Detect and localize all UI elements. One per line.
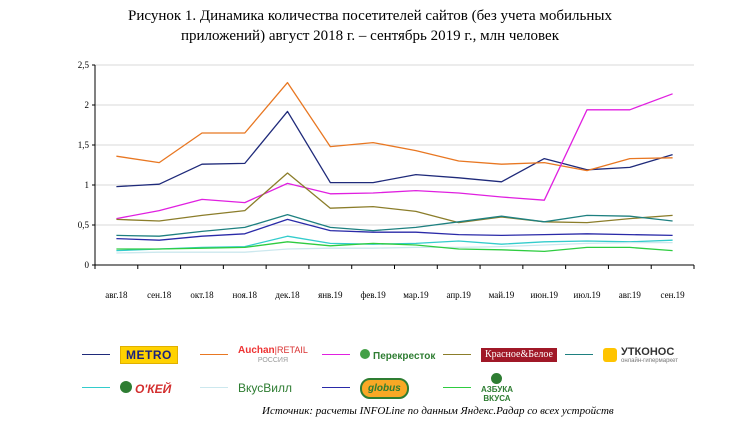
chart-title-line-2: приложений) август 2018 г. – сентябрь 20… [181,28,559,44]
x-tick-label: окт.18 [190,290,214,300]
series-line-globus [116,218,673,241]
chart-title-line-1: Рисунок 1. Динамика количества посетител… [128,8,612,24]
chart-title: Рисунок 1. Динамика количества посетител… [0,6,740,46]
y-tick-label: 2 [85,100,90,110]
series-line-vkusvill [116,241,673,254]
plot-area [95,65,694,265]
x-tick-label: авг.19 [619,290,642,300]
y-tick-label: 2,5 [78,60,90,70]
series-line-auchan [116,81,673,172]
x-tick-label: июл.19 [574,290,602,300]
series-line-azbuka [116,241,673,253]
x-tick-label: фев.19 [360,290,386,300]
y-tick-label: 0,5 [78,220,90,230]
series-line-perekrestok [116,93,673,220]
source-note: Источник: расчеты INFOLine по данным Янд… [262,405,614,417]
y-tick-label: 1,5 [78,140,90,150]
x-tick-label: янв.19 [318,290,343,300]
y-tick-label: 0 [85,260,90,270]
x-tick-label: май.19 [489,290,515,300]
x-tick-label: ноя.18 [232,290,257,300]
x-tick-label: апр.19 [446,290,471,300]
series-line-krasnoe [116,172,673,224]
x-tick-label: сен.18 [147,290,172,300]
series-line-metro [116,110,673,188]
x-tick-label: сен.19 [661,290,686,300]
x-tick-label: авг.18 [105,290,128,300]
x-tick-label: мар.19 [403,290,429,300]
x-tick-label: дек.18 [275,290,300,300]
series-line-utkonos [116,213,673,237]
y-tick-label: 1 [85,180,90,190]
x-tick-label: июн.19 [530,290,558,300]
